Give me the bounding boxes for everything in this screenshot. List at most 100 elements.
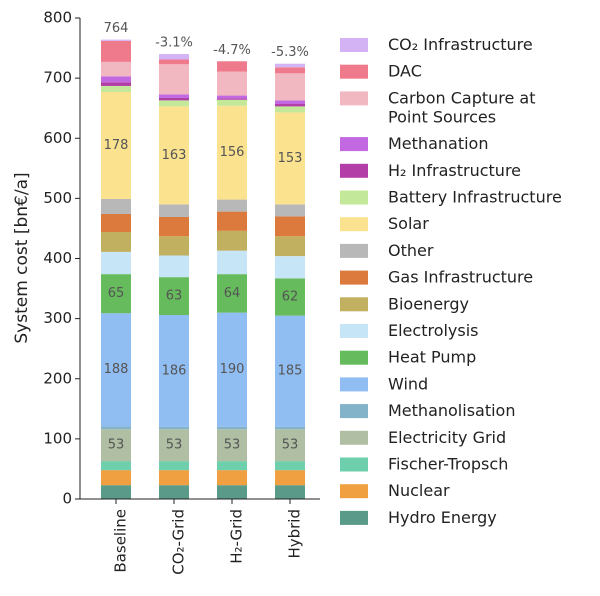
bar-segment: [217, 211, 247, 231]
bar-segment: [159, 59, 189, 65]
total-annotation: -4.7%: [213, 43, 251, 58]
bar-segment: [217, 230, 247, 251]
bar-segment: [101, 39, 131, 41]
legend-label: Carbon Capture at Point Sources: [388, 88, 536, 126]
legend-swatch: [340, 350, 368, 365]
bar-segment: [159, 100, 189, 107]
bar-segment: [159, 470, 189, 486]
bar-segment: [159, 106, 189, 205]
bar-segment: [101, 61, 131, 77]
legend-label: Methanation: [388, 134, 488, 153]
legend-swatch: [340, 430, 368, 445]
bar-segment: [101, 485, 131, 499]
bar-segment: [101, 470, 131, 486]
y-tick-label: 500: [43, 189, 72, 207]
value-label: 53: [166, 438, 183, 453]
bar-segment: [275, 63, 305, 68]
bar-segment: [217, 312, 247, 427]
legend-label: Gas Infrastructure: [388, 267, 533, 286]
total-annotation: -3.1%: [155, 36, 193, 51]
value-label: 65: [108, 286, 125, 301]
value-label: 178: [104, 138, 129, 153]
bar-segment: [275, 216, 305, 237]
bar-segment: [159, 204, 189, 218]
legend-swatch: [340, 457, 368, 472]
bar-segment: [275, 485, 305, 499]
bar-segment: [275, 256, 305, 279]
legend-swatch: [340, 510, 368, 525]
value-label: 64: [224, 286, 241, 301]
value-label: 153: [278, 151, 303, 166]
legend-label: Hydro Energy: [388, 507, 497, 526]
value-label: 185: [278, 364, 303, 379]
legend-label: H₂ Infrastructure: [388, 160, 521, 179]
legend-label: Solar: [388, 214, 429, 233]
bar-segment: [101, 429, 131, 462]
bar-segment: [217, 470, 247, 486]
y-tick-label: 100: [43, 429, 72, 447]
bar-segment: [159, 461, 189, 471]
bar-segment: [159, 217, 189, 237]
legend-swatch: [340, 190, 368, 205]
value-label: 190: [220, 362, 245, 377]
legend-label: Fischer-Tropsch: [388, 454, 508, 473]
bar-segment: [217, 61, 247, 72]
bar-segment: [217, 426, 247, 430]
bar-segment: [159, 255, 189, 278]
bar-segment: [217, 99, 247, 106]
value-label: 63: [166, 289, 183, 304]
legend-swatch: [340, 217, 368, 232]
legend-label: Wind: [388, 374, 428, 393]
bar-segment: [159, 277, 189, 316]
legend-swatch: [340, 324, 368, 338]
legend-label: Electrolysis: [388, 321, 479, 340]
legend-label: Heat Pump: [388, 347, 476, 366]
bar-segment: [101, 251, 131, 275]
legend-swatch: [340, 38, 368, 52]
legend-swatch: [340, 297, 368, 312]
bar-segment: [275, 278, 305, 316]
legend-swatch: [340, 484, 368, 499]
total-annotation: 764: [104, 21, 129, 36]
bar-segment: [217, 98, 247, 100]
bar-segment: [159, 429, 189, 462]
bar-segment: [275, 106, 305, 113]
y-tick-label: 400: [43, 249, 72, 267]
bar-segment: [217, 485, 247, 499]
value-label: 53: [108, 438, 125, 453]
bar-segment: [217, 71, 247, 96]
x-tick-label: CO₂-Grid: [170, 509, 188, 575]
legend-swatch: [340, 377, 368, 392]
y-tick-label: 600: [43, 129, 72, 147]
y-axis-label: System cost [bn€/a]: [12, 172, 32, 343]
x-tick-label: Hybrid: [286, 509, 304, 559]
bar-segment: [217, 199, 247, 212]
legend-label: Methanolisation: [388, 401, 515, 420]
bar-segment: [159, 426, 189, 430]
value-label: 53: [282, 438, 299, 453]
bar-segment: [275, 426, 305, 430]
legend-label: Battery Infrastructure: [388, 187, 562, 206]
value-label: 188: [104, 362, 129, 377]
bar-segment: [101, 91, 131, 199]
bar-segment: [275, 429, 305, 462]
bar-segment: [275, 112, 305, 205]
x-tick-label: H₂-Grid: [228, 509, 246, 564]
bar-segment: [275, 461, 305, 471]
bar-segment: [159, 54, 189, 60]
legend-swatch: [340, 91, 368, 106]
y-tick-label: 300: [43, 309, 72, 327]
legend-swatch: [340, 163, 368, 178]
bar-segment: [101, 232, 131, 252]
bar-segment: [159, 315, 189, 427]
value-label: 186: [162, 363, 187, 378]
value-label: 156: [220, 145, 245, 160]
value-label: 163: [162, 148, 187, 163]
bar-segment: [217, 95, 247, 99]
bar-segment: [217, 274, 247, 313]
bar-segment: [101, 198, 131, 215]
legend-label: Electricity Grid: [388, 427, 506, 446]
legend-label: Other: [388, 240, 434, 259]
bar-segment: [217, 250, 247, 275]
